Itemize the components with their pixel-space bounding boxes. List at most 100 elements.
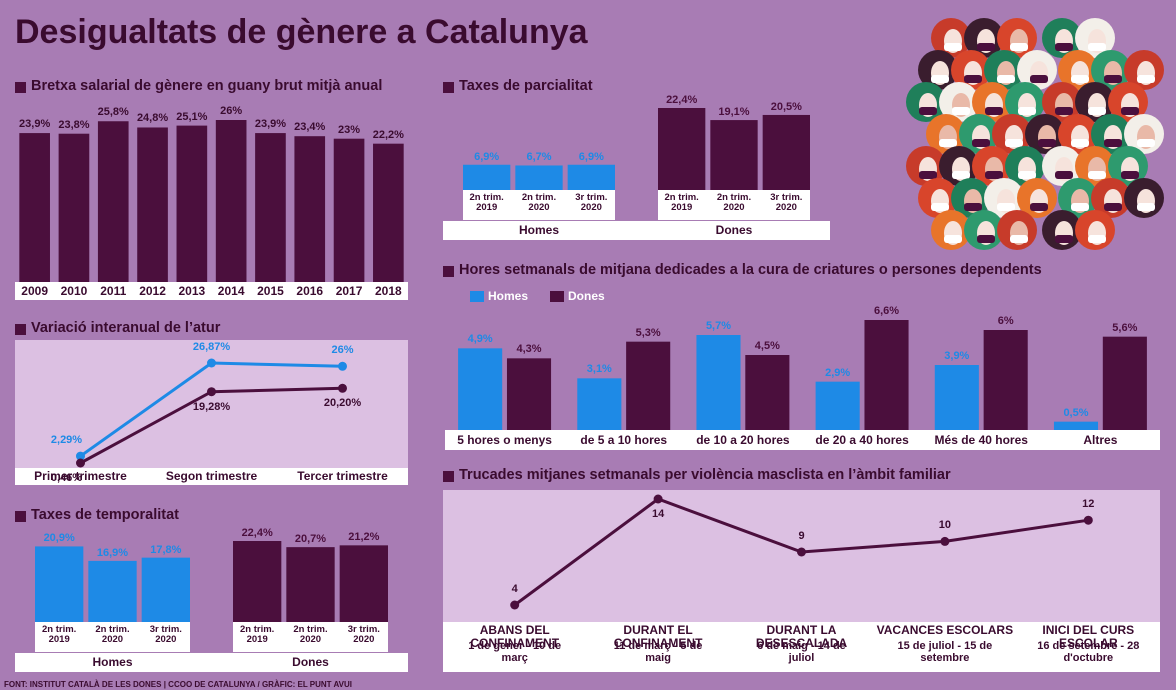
chart-title: Variació interanual de l’atur xyxy=(31,321,220,337)
x-tick-label: 2n trim. 2020 xyxy=(710,193,757,214)
group-label: Homes xyxy=(463,224,615,237)
value-label: 6,6% xyxy=(854,305,918,317)
canvas xyxy=(0,0,1176,690)
legend-swatch xyxy=(470,291,484,302)
bar xyxy=(577,378,621,430)
x-tick-label: de 20 a 40 hores xyxy=(803,434,922,447)
illustration-mask xyxy=(1055,107,1073,115)
x-tick-label: 2010 xyxy=(54,285,93,298)
illustration-mask xyxy=(1137,139,1155,147)
illustration-mask xyxy=(997,75,1015,83)
bar xyxy=(696,335,740,430)
value-label: 6,9% xyxy=(563,151,620,163)
illustration-mask xyxy=(964,75,982,83)
bar xyxy=(137,127,168,282)
source: FONT: INSTITUT CATALÀ DE LES DONES | CCO… xyxy=(4,681,352,690)
bar xyxy=(216,120,247,282)
x-tick-label: Més de 40 hores xyxy=(922,434,1041,447)
heading-marker xyxy=(443,266,454,277)
x-tick-sublabel: 1 de gener - 10 de març xyxy=(458,640,571,664)
bar xyxy=(864,320,908,430)
point xyxy=(1084,516,1093,525)
illustration-mask xyxy=(1137,203,1155,211)
illustration-mask xyxy=(977,43,995,51)
illustration-mask xyxy=(1030,203,1048,211)
value-label: 23,8% xyxy=(49,119,100,131)
value-label: 21,2% xyxy=(335,531,393,543)
x-tick-label: 2n trim. 2019 xyxy=(658,193,705,214)
chart-title: Trucades mitjanes setmanals per violènci… xyxy=(459,468,951,484)
bar xyxy=(233,541,281,622)
bar xyxy=(177,126,208,282)
value-label: 22,4% xyxy=(653,94,710,106)
illustration-mask xyxy=(931,203,949,211)
value-label: 5,3% xyxy=(616,327,680,339)
x-tick-label: 2n trim. 2019 xyxy=(463,193,510,214)
legend-label: Homes xyxy=(488,290,528,303)
value-label: 0,46% xyxy=(37,472,97,484)
value-label: 5,7% xyxy=(686,320,750,332)
value-label: 0,5% xyxy=(1044,407,1108,419)
x-tick-label: 3r trim. 2020 xyxy=(568,193,615,214)
page-title: Desigualtats de gènere a Catalunya xyxy=(15,14,588,51)
legend-label: Dones xyxy=(568,290,605,303)
illustration-mask xyxy=(1010,235,1028,243)
illustration-mask xyxy=(944,43,962,51)
bar xyxy=(334,139,365,282)
x-tick-sublabel: 6 de maig - 14 de juliol xyxy=(745,640,858,664)
illustration-mask xyxy=(1030,75,1048,83)
bar xyxy=(98,121,129,282)
illustration-mask xyxy=(997,203,1015,211)
infographic: Desigualtats de gènere a Catalunya FONT:… xyxy=(0,0,1176,690)
x-tick-label: 2n trim. 2019 xyxy=(233,625,281,646)
chart-title: Bretxa salarial de gènere en guany brut … xyxy=(31,79,382,95)
x-tick-label: 2n trim. 2020 xyxy=(88,625,136,646)
x-tick-label: 3r trim. 2020 xyxy=(340,625,388,646)
value-label: 19,28% xyxy=(182,401,242,413)
illustration-mask xyxy=(1055,235,1073,243)
bar xyxy=(658,108,705,190)
value-label: 20,20% xyxy=(313,397,373,409)
point xyxy=(338,384,347,393)
x-tick-label: 2n trim. 2020 xyxy=(286,625,334,646)
point xyxy=(510,601,519,610)
illustration-mask xyxy=(1104,203,1122,211)
illustration-mask xyxy=(944,235,962,243)
value-label: 4,3% xyxy=(497,343,561,355)
legend-swatch xyxy=(550,291,564,302)
illustration-mask xyxy=(1104,139,1122,147)
bar xyxy=(984,330,1028,430)
value-label: 26% xyxy=(206,105,257,117)
bar xyxy=(35,546,83,622)
value-label: 3,9% xyxy=(925,350,989,362)
illustration-mask xyxy=(1071,203,1089,211)
value-label: 9 xyxy=(772,530,832,542)
point xyxy=(338,362,347,371)
value-label: 19,1% xyxy=(705,106,762,118)
heading-marker xyxy=(443,471,454,482)
heading-marker xyxy=(15,82,26,93)
x-tick-label: Tercer trimestre xyxy=(280,470,405,483)
value-label: 4,5% xyxy=(735,340,799,352)
x-tick-sublabel: 15 de juliol - 15 de setembre xyxy=(888,640,1001,664)
value-label: 3,1% xyxy=(567,363,631,375)
illustration-mask xyxy=(952,107,970,115)
bar xyxy=(710,120,757,190)
illustration-mask xyxy=(1121,107,1139,115)
value-label: 6% xyxy=(974,315,1038,327)
value-label: 2,29% xyxy=(37,434,97,446)
illustration-mask xyxy=(985,107,1003,115)
value-label: 10 xyxy=(915,519,975,531)
illustration-mask xyxy=(1038,139,1056,147)
point xyxy=(207,387,216,396)
x-tick-label: 2012 xyxy=(133,285,172,298)
illustration-mask xyxy=(985,171,1003,179)
illustration-mask xyxy=(931,75,949,83)
bar xyxy=(1054,422,1098,430)
value-label: 4 xyxy=(485,583,545,595)
chart-title: Taxes de temporalitat xyxy=(31,508,179,524)
value-label: 26% xyxy=(313,344,373,356)
value-label: 22,2% xyxy=(363,129,414,141)
heading-marker xyxy=(15,324,26,335)
x-tick-label: 3r trim. 2020 xyxy=(142,625,190,646)
